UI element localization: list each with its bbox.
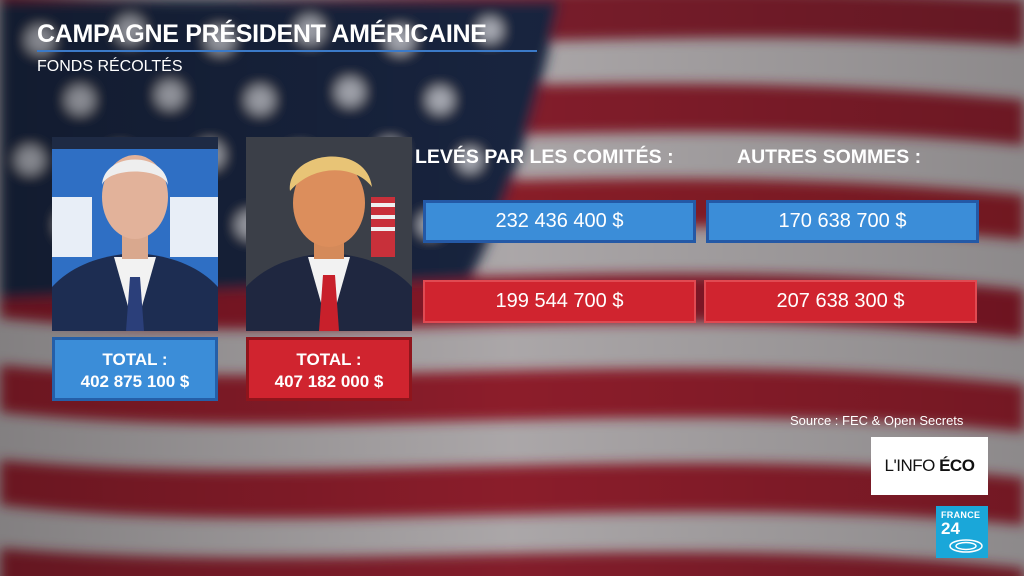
show-logo: L'INFO ÉCO xyxy=(871,437,988,495)
channel-logo: FRANCE 24 xyxy=(936,506,988,558)
channel-logo-line2: 24 xyxy=(941,519,960,538)
total-label: TOTAL : xyxy=(296,350,362,369)
show-logo-suffix: ÉCO xyxy=(939,456,975,475)
amount-cell: 199 544 700 $ xyxy=(423,280,696,323)
page-subtitle: FONDS RÉCOLTÉS xyxy=(37,58,183,75)
title-underline xyxy=(37,50,537,52)
total-box-1: TOTAL : 402 875 100 $ xyxy=(52,337,218,401)
amount-cell: 207 638 300 $ xyxy=(704,280,977,323)
globe-waves-icon xyxy=(949,539,983,553)
total-value: 402 875 100 $ xyxy=(80,372,190,391)
column-header-other: AUTRES SOMMES : xyxy=(737,146,922,168)
amount-cell: 170 638 700 $ xyxy=(706,200,979,243)
total-box-2: TOTAL : 407 182 000 $ xyxy=(246,337,412,401)
amount-cell: 232 436 400 $ xyxy=(423,200,696,243)
column-header-committees: LEVÉS PAR LES COMITÉS : xyxy=(415,146,674,168)
total-label: TOTAL : xyxy=(102,350,168,369)
page-title: CAMPAGNE PRÉSIDENT AMÉRICAINE xyxy=(37,20,487,48)
candidate-photo-2 xyxy=(246,137,412,331)
channel-logo-line1: FRANCE xyxy=(941,510,981,520)
candidate-photo-1 xyxy=(52,137,218,331)
show-logo-prefix: L'INFO xyxy=(884,456,936,475)
total-value: 407 182 000 $ xyxy=(274,372,384,391)
source-note: Source : FEC & Open Secrets xyxy=(790,413,964,428)
